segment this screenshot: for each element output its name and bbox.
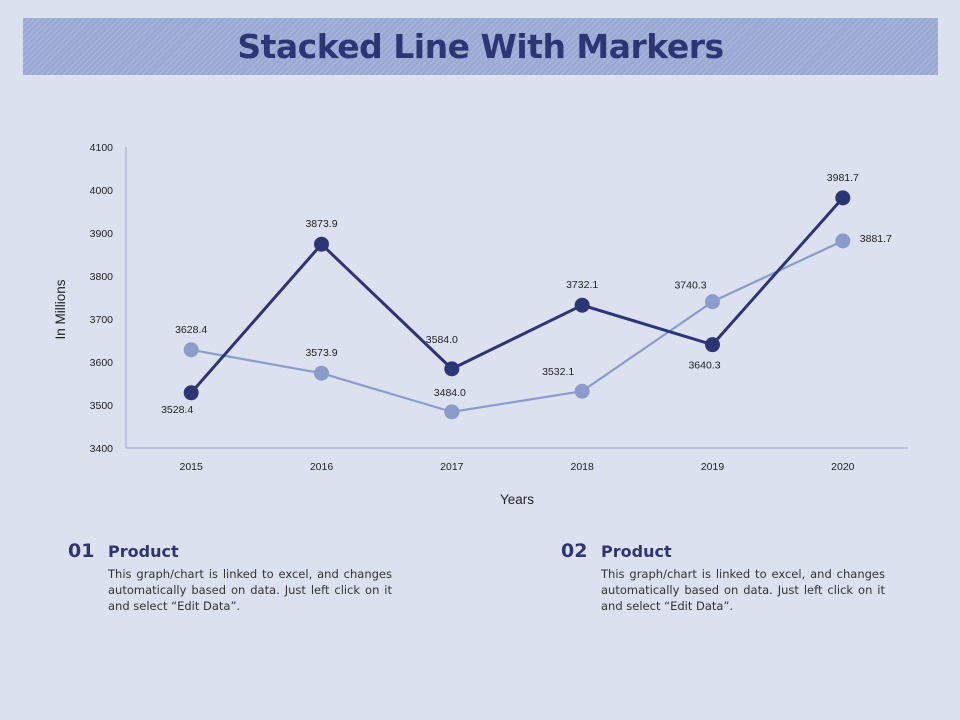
info-description: This graph/chart is linked to excel, and… bbox=[108, 567, 392, 613]
y-tick-label: 3800 bbox=[90, 271, 114, 283]
series-2-point bbox=[314, 365, 329, 381]
y-tick-label: 4100 bbox=[90, 142, 114, 154]
series-1-point bbox=[314, 236, 329, 252]
y-axis-title: In Millions bbox=[53, 279, 68, 339]
data-label: 3640.3 bbox=[688, 360, 720, 372]
series-2-point bbox=[705, 294, 720, 310]
y-tick-label: 3600 bbox=[90, 357, 114, 369]
data-label: 3740.3 bbox=[674, 280, 706, 292]
page-title: Stacked Line With Markers bbox=[237, 27, 724, 66]
data-label: 3881.7 bbox=[860, 233, 892, 245]
y-tick-label: 3500 bbox=[90, 400, 114, 412]
series-1-point bbox=[444, 361, 460, 377]
y-tick-label: 3700 bbox=[90, 314, 114, 326]
series-1-point bbox=[835, 190, 851, 206]
info-number: 01 bbox=[68, 540, 95, 562]
data-label: 3732.1 bbox=[566, 279, 598, 291]
y-tick-label: 3900 bbox=[90, 228, 114, 240]
x-tick-label: 2020 bbox=[831, 461, 855, 473]
data-label: 3981.7 bbox=[827, 172, 859, 184]
series-2-point bbox=[835, 233, 851, 249]
data-label: 3584.0 bbox=[426, 334, 458, 346]
data-label: 3573.9 bbox=[305, 347, 337, 359]
series-1-point bbox=[705, 337, 720, 353]
info-heading: Product bbox=[601, 542, 672, 561]
data-label: 3532.1 bbox=[542, 366, 574, 378]
data-label: 3873.9 bbox=[305, 218, 337, 230]
x-tick-label: 2016 bbox=[310, 461, 334, 473]
series-1-line bbox=[190, 196, 844, 394]
series-2-line bbox=[190, 239, 844, 413]
title-banner: Stacked Line With Markers bbox=[23, 18, 938, 75]
x-tick-label: 2017 bbox=[440, 461, 464, 473]
y-tick-label: 4000 bbox=[90, 185, 114, 197]
line-chart[interactable]: 3400 3500 3600 3700 3800 3900 4000 4100 2015 2016… bbox=[0, 0, 960, 540]
x-tick-label: 2019 bbox=[701, 461, 725, 473]
series-2-point bbox=[183, 342, 199, 358]
x-axis-title: Years bbox=[500, 492, 534, 507]
y-tick-label: 3400 bbox=[90, 443, 114, 455]
series-2-point bbox=[444, 404, 460, 420]
data-label: 3528.4 bbox=[161, 404, 193, 416]
x-tick-label: 2018 bbox=[570, 461, 594, 473]
info-description: This graph/chart is linked to excel, and… bbox=[601, 567, 885, 613]
series-1-point bbox=[574, 297, 590, 313]
series-2-point bbox=[574, 383, 590, 399]
series-1-point bbox=[183, 385, 199, 401]
x-tick-label: 2015 bbox=[179, 461, 203, 473]
info-heading: Product bbox=[108, 542, 179, 561]
info-number: 02 bbox=[561, 540, 588, 562]
data-label: 3484.0 bbox=[434, 387, 466, 399]
data-label: 3628.4 bbox=[175, 324, 207, 336]
